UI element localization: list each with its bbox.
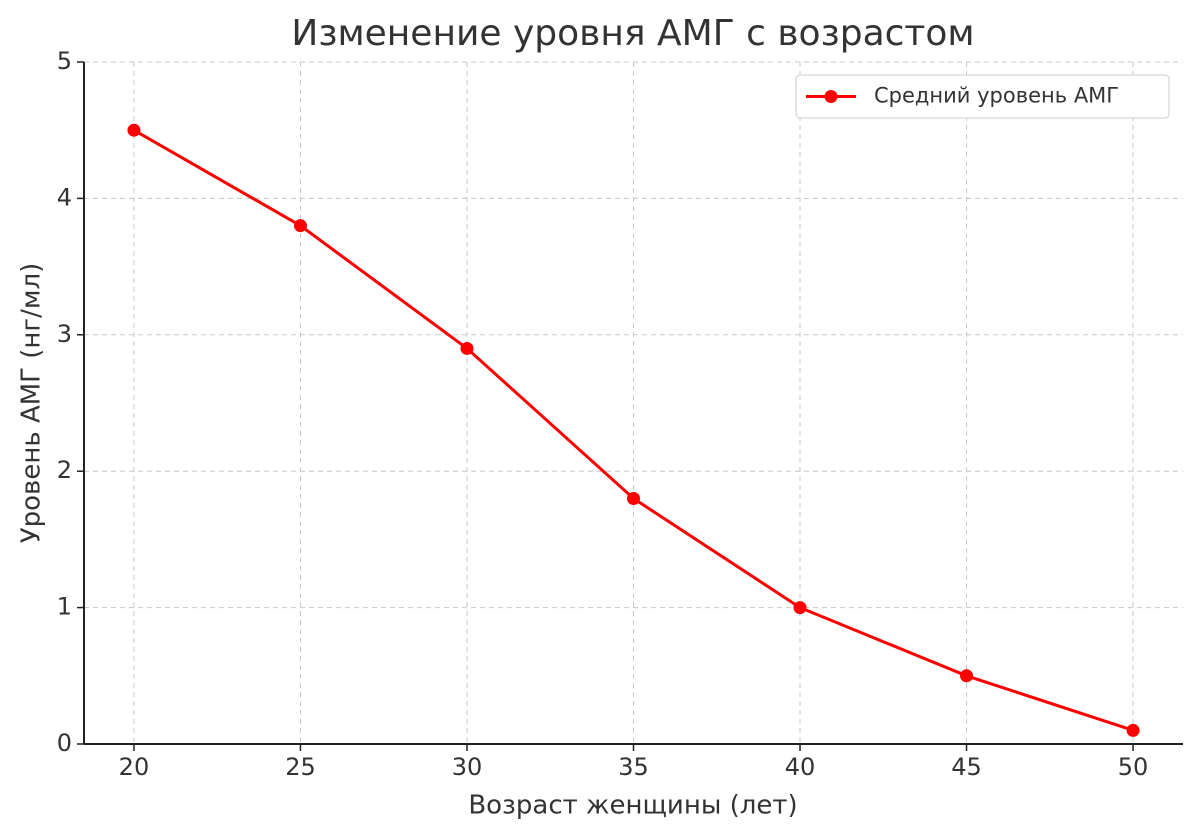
x-tick-label: 25 [285, 753, 316, 781]
data-point [627, 491, 640, 505]
data-point [1126, 723, 1140, 737]
data-point [960, 669, 974, 683]
x-tick-label: 50 [1118, 753, 1149, 781]
x-tick-label: 20 [119, 753, 150, 781]
legend-box [795, 74, 1170, 119]
data-point [293, 219, 307, 233]
y-tick-label: 4 [57, 183, 72, 211]
x-tick-label: 30 [452, 753, 483, 781]
x-axis-label: Возраст женщины (лет) [468, 791, 797, 821]
y-tick-label: 1 [57, 593, 72, 621]
x-tick-label: 35 [618, 753, 649, 781]
chart-title: Изменение уровня АМГ с возрастом [291, 13, 974, 54]
data-point [460, 341, 474, 355]
y-axis-label: Уровень АМГ (нг/мл) [17, 263, 47, 543]
legend-label: Средний уровень АМГ [874, 84, 1119, 108]
x-tick-label: 45 [951, 753, 982, 781]
data-point [793, 601, 807, 615]
y-tick-label: 5 [57, 47, 72, 75]
y-tick-label: 0 [57, 729, 72, 757]
y-tick-label: 3 [57, 320, 72, 348]
legend-marker [824, 90, 838, 103]
data-point [127, 123, 141, 137]
x-tick-label: 40 [785, 753, 816, 781]
y-tick-label: 2 [57, 456, 72, 484]
